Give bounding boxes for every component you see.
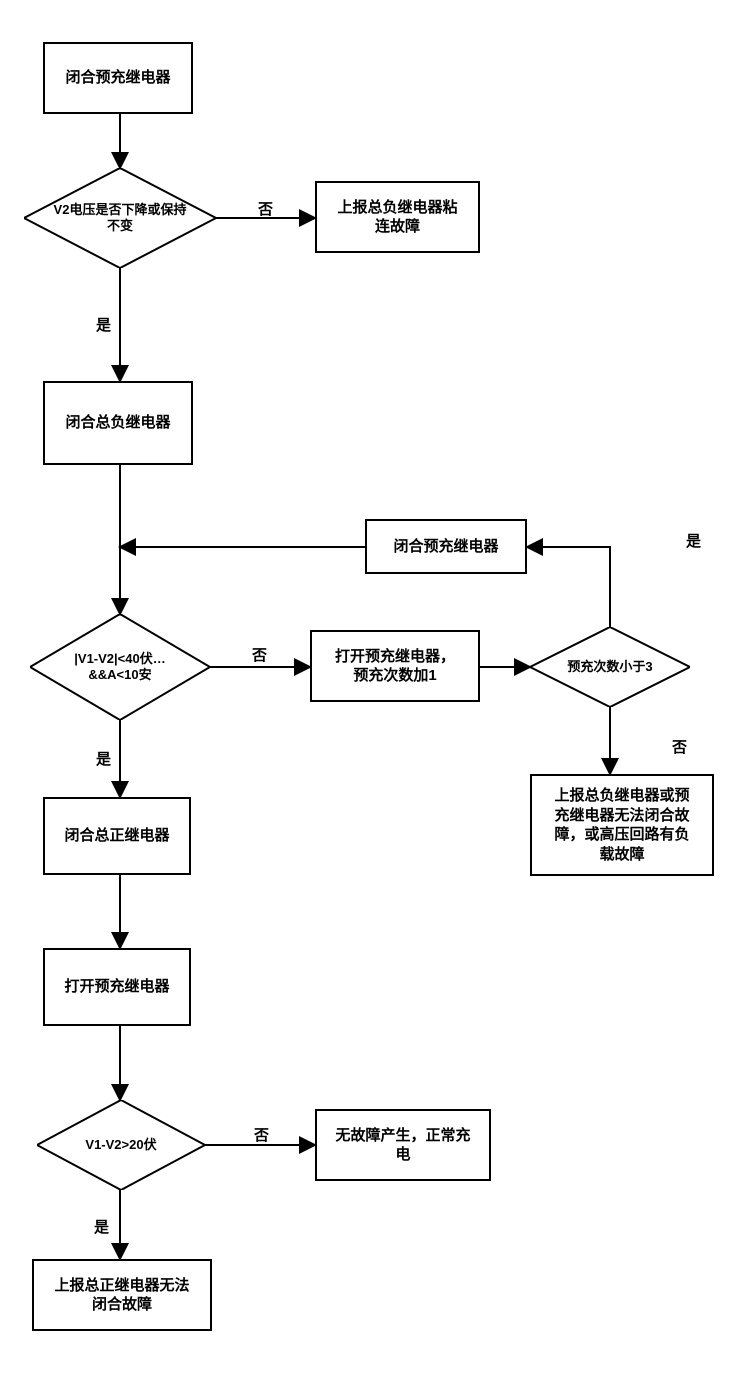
node-text: 打开预充继电器，预充次数加1 — [335, 647, 455, 686]
node-close-neg-relay: 闭合总负继电器 — [43, 381, 193, 465]
node-text: 闭合总正继电器 — [64, 826, 169, 846]
node-close-precharge-relay-2: 闭合预充继电器 — [365, 519, 527, 574]
node-text: 闭合预充继电器 — [65, 68, 170, 88]
node-no-fault-charge: 无故障产生，正常充电 — [315, 1109, 491, 1181]
label-d4-yes: 是 — [94, 1216, 109, 1237]
node-report-neg-relay-stuck: 上报总负继电器粘连故障 — [315, 181, 480, 253]
label-d1-yes: 是 — [96, 314, 111, 335]
label-d2-no: 否 — [252, 644, 267, 665]
node-text: 上报总负继电器粘连故障 — [337, 198, 457, 237]
diamond-text: 预充次数小于3 — [567, 659, 652, 675]
node-text: 打开预充继电器 — [64, 977, 169, 997]
node-text: 无故障产生，正常充电 — [335, 1126, 470, 1165]
node-open-precharge-inc: 打开预充继电器，预充次数加1 — [310, 630, 480, 702]
diamond-text: |V1-V2|<40伏…&&A<10安 — [74, 651, 165, 684]
diamond-text: V1-V2>20伏 — [85, 1137, 156, 1153]
diamond-v1v2-check: |V1-V2|<40伏…&&A<10安 — [30, 614, 210, 720]
label-d3-yes: 是 — [686, 530, 701, 551]
node-text: 上报总负继电器或预充继电器无法闭合故障，或高压回路有负载故障 — [554, 786, 689, 864]
node-text: 闭合预充继电器 — [393, 537, 498, 557]
diamond-v2-check: V2电压是否下降或保持不变 — [24, 168, 216, 268]
diamond-precharge-count: 预充次数小于3 — [530, 627, 690, 707]
label-d2-yes: 是 — [96, 748, 111, 769]
label-d1-no: 否 — [258, 198, 273, 219]
node-text: 上报总正继电器无法闭合故障 — [54, 1276, 189, 1315]
label-d3-no: 否 — [672, 736, 687, 757]
node-text: 闭合总负继电器 — [65, 413, 170, 433]
node-close-pos-relay: 闭合总正继电器 — [43, 797, 191, 875]
diamond-v1v2-20: V1-V2>20伏 — [37, 1100, 205, 1190]
label-d4-no: 否 — [254, 1124, 269, 1145]
node-report-close-fault: 上报总负继电器或预充继电器无法闭合故障，或高压回路有负载故障 — [530, 774, 714, 876]
node-open-precharge-relay: 打开预充继电器 — [43, 948, 191, 1026]
diamond-text: V2电压是否下降或保持不变 — [54, 202, 187, 235]
node-report-pos-close-fault: 上报总正继电器无法闭合故障 — [32, 1259, 212, 1331]
node-close-precharge-relay-1: 闭合预充继电器 — [43, 42, 193, 114]
